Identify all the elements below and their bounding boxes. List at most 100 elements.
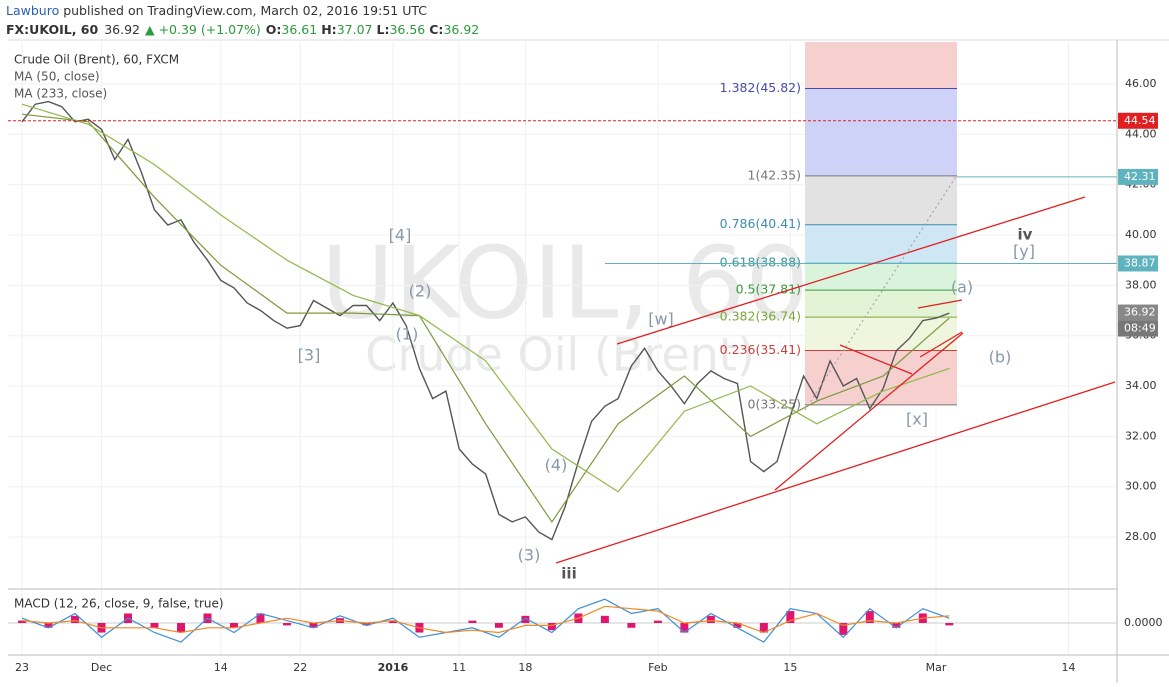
- wave-label: (2): [409, 282, 432, 301]
- x-tick-label: 14: [1062, 661, 1076, 674]
- symbol: FX:UKOIL, 60: [6, 22, 98, 37]
- price-tag: [1118, 112, 1158, 129]
- histogram-bar: [759, 623, 768, 633]
- chart-title: Crude Oil (Brent), 60, FXCM: [14, 53, 179, 67]
- fib-label: 0.618(38.88): [720, 255, 801, 270]
- countdown-tag: [1118, 320, 1158, 337]
- histogram-bar: [627, 623, 636, 628]
- x-tick-label: 2016: [378, 661, 409, 674]
- wave-label: (4): [545, 456, 568, 475]
- wave-label: iv: [1018, 226, 1033, 244]
- wave-label: (b): [989, 348, 1012, 367]
- histogram-bar: [494, 623, 503, 628]
- y-tick-label: 28.00: [1125, 530, 1157, 543]
- histogram-bar: [388, 620, 397, 623]
- x-tick-label: Mar: [926, 661, 947, 674]
- series-line: [21, 605, 950, 634]
- fib-zone: [805, 42, 957, 89]
- trendline: [839, 344, 913, 375]
- fib-label: 0.236(35.41): [720, 342, 801, 357]
- histogram-bar: [468, 620, 477, 623]
- low-label: L:: [376, 22, 389, 37]
- change: ▲ +0.39 (+1.07%): [145, 22, 261, 37]
- fib-zone: [805, 224, 957, 264]
- histogram-bar: [547, 623, 556, 631]
- x-axis-strip: [0, 655, 1169, 683]
- y-tick-label: 38.00: [1125, 278, 1157, 291]
- watermark-sub: Crude Oil (Brent): [365, 328, 755, 382]
- series-line: [21, 113, 950, 523]
- price-tag-label: 38.87: [1124, 256, 1156, 269]
- histogram-bar: [44, 623, 53, 628]
- y-tick-label: 40.00: [1125, 228, 1157, 241]
- histogram-bar: [282, 623, 291, 626]
- y-tick-label: 32.00: [1125, 429, 1157, 442]
- plot: 28.0030.0032.0034.0036.0038.0040.0042.00…: [8, 53, 1163, 674]
- fib-label: 0.5(37.81): [736, 282, 801, 297]
- fib-label: 1.382(45.82): [720, 80, 801, 95]
- legend-entry: MA (50, close): [14, 70, 100, 84]
- symbol-line: FX:UKOIL, 60 36.92 ▲ +0.39 (+1.07%) O:36.61…: [6, 22, 479, 37]
- wave-label: (a): [951, 278, 973, 297]
- histogram-bar: [71, 615, 80, 623]
- histogram-bar: [706, 615, 715, 623]
- histogram-bar: [229, 623, 238, 628]
- fib-zone: [805, 263, 957, 291]
- histogram-bar: [945, 623, 954, 626]
- price-tag-label: 36.92: [1124, 306, 1156, 319]
- published: published on TradingView.com, March 02, …: [59, 3, 427, 18]
- x-tick-label: 11: [452, 661, 466, 674]
- fib-label: 0.786(40.41): [720, 216, 801, 231]
- histogram-bar: [865, 611, 874, 623]
- wave-label: iii: [561, 565, 576, 583]
- histogram-bar: [309, 623, 318, 628]
- fib-zone: [805, 317, 957, 351]
- x-tick-label: Feb: [648, 661, 667, 674]
- price-tag: [1118, 304, 1158, 321]
- fib-zone: [805, 88, 957, 176]
- x-tick-label: 23: [15, 661, 29, 674]
- wave-label: (1): [396, 325, 419, 344]
- fib-zone: [805, 290, 957, 318]
- x-tick-label: Dec: [91, 661, 112, 674]
- trendline: [919, 331, 963, 358]
- author: Lawburo: [6, 3, 59, 18]
- series-line: [21, 100, 950, 541]
- histogram-bar: [521, 615, 530, 623]
- trendline: [555, 381, 1116, 564]
- wave-label: [w]: [648, 310, 674, 329]
- price-tag: [1118, 168, 1158, 185]
- histogram-bar: [892, 623, 901, 628]
- y-tick-label: 46.00: [1125, 77, 1157, 90]
- trendline: [917, 299, 963, 309]
- x-tick-label: 18: [518, 661, 532, 674]
- trendlines: [555, 196, 1116, 564]
- x-tick-label: 15: [783, 661, 797, 674]
- wave-label: [y]: [1013, 242, 1035, 261]
- header: Lawburo published on TradingView.com, Ma…: [6, 3, 427, 18]
- histogram-bar: [256, 613, 265, 623]
- histogram-bar: [18, 620, 27, 623]
- histogram-bar: [150, 623, 159, 628]
- pane-title: MACD (12, 26, close, 9, false, true): [14, 597, 224, 611]
- watermark: UKOIL, 60: [321, 224, 809, 341]
- histogram-bar: [600, 615, 609, 623]
- high: 37.07: [337, 22, 373, 37]
- y-tick-label: 44.00: [1125, 127, 1157, 140]
- last: 36.92: [104, 22, 140, 37]
- fib-zone: [805, 175, 957, 225]
- high-label: H:: [321, 22, 336, 37]
- series-line: [21, 598, 950, 643]
- series-line: [21, 103, 950, 493]
- fib-label: 1(42.35): [748, 167, 802, 182]
- histogram-bar: [653, 620, 662, 623]
- wave-label: (3): [518, 546, 541, 565]
- open-label: O:: [266, 22, 282, 37]
- y-tick-label: 30.00: [1125, 480, 1157, 493]
- trendline: [774, 332, 964, 491]
- histogram-bar: [362, 623, 371, 626]
- y-tick-label: 0.0000: [1124, 616, 1163, 629]
- close-label: C:: [429, 22, 443, 37]
